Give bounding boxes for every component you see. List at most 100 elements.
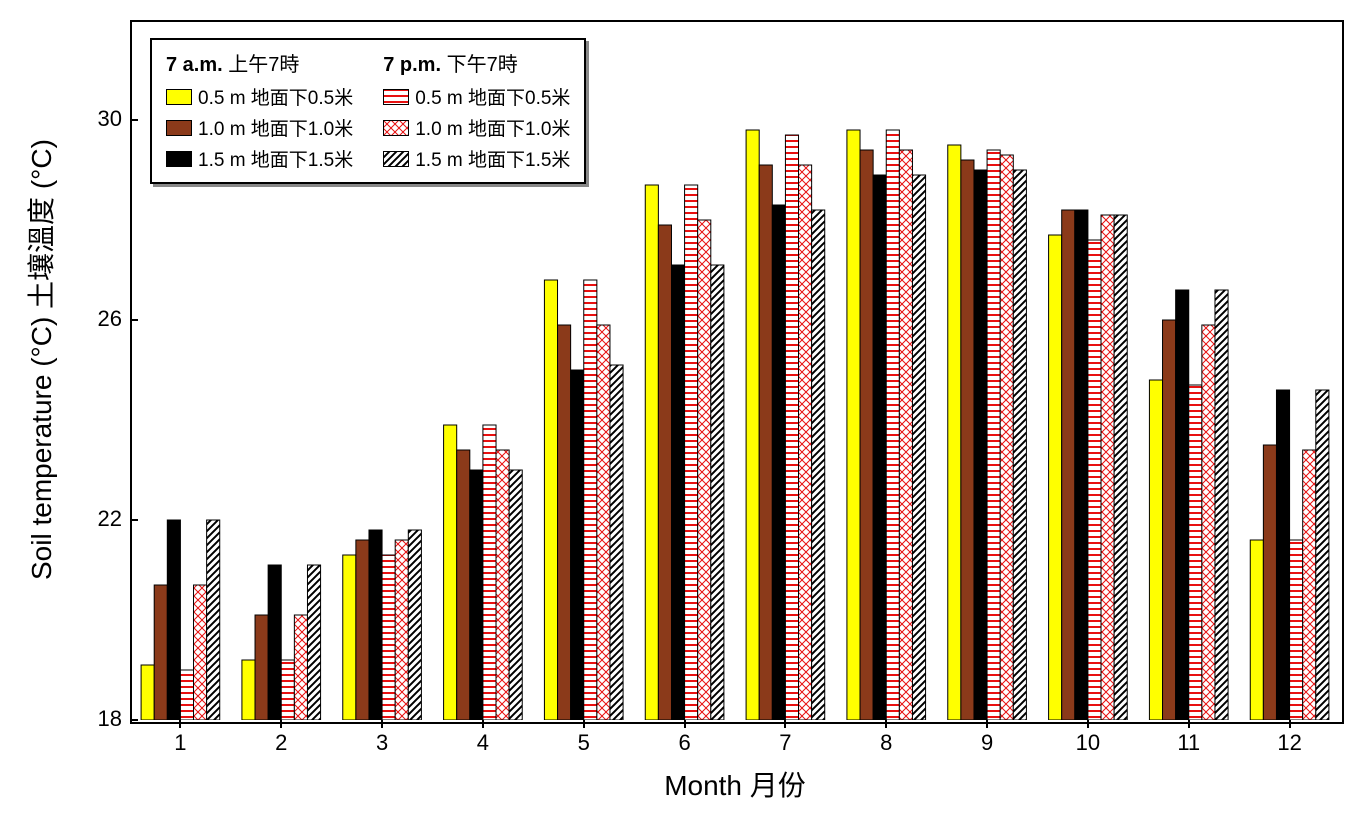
- legend-swatch: [166, 89, 192, 105]
- legend-swatch: [383, 120, 409, 136]
- bar: [1176, 290, 1189, 720]
- legend-item: 0.5 m 地面下0.5米: [166, 83, 353, 110]
- bar: [785, 135, 798, 720]
- y-tick-label: 30: [82, 106, 122, 132]
- x-tick: [1289, 720, 1291, 728]
- x-tick: [1188, 720, 1190, 728]
- y-tick: [130, 719, 138, 721]
- x-tick-label: 1: [160, 730, 200, 756]
- x-tick-label: 9: [967, 730, 1007, 756]
- bar: [294, 615, 307, 720]
- bar: [1189, 385, 1202, 720]
- bar: [255, 615, 268, 720]
- bar: [1290, 540, 1303, 720]
- bar: [912, 175, 925, 720]
- legend-swatch: [383, 151, 409, 167]
- x-tick-label: 3: [362, 730, 402, 756]
- legend-item: 1.0 m 地面下1.0米: [383, 114, 570, 141]
- x-tick-label: 6: [665, 730, 705, 756]
- bar: [685, 185, 698, 720]
- bar: [470, 470, 483, 720]
- bar: [860, 150, 873, 720]
- x-tick-label: 2: [261, 730, 301, 756]
- x-tick: [179, 720, 181, 728]
- x-tick-label: 12: [1270, 730, 1310, 756]
- y-tick-label: 18: [82, 706, 122, 732]
- bar: [408, 530, 421, 720]
- bar: [698, 220, 711, 720]
- legend-item: 1.0 m 地面下1.0米: [166, 114, 353, 141]
- legend-label: 1.0 m 地面下1.0米: [415, 114, 570, 141]
- bar: [1075, 210, 1088, 720]
- bar: [759, 165, 772, 720]
- bar: [1303, 450, 1316, 720]
- bar: [610, 365, 623, 720]
- x-tick: [583, 720, 585, 728]
- legend-label: 0.5 m 地面下0.5米: [415, 83, 570, 110]
- bar: [382, 555, 395, 720]
- bar: [711, 265, 724, 720]
- x-tick-label: 4: [463, 730, 503, 756]
- bar: [167, 520, 180, 720]
- legend-column: 7 p.m. 下午7時0.5 m 地面下0.5米1.0 m 地面下1.0米1.5…: [383, 48, 570, 172]
- bar: [1316, 390, 1329, 720]
- bar: [207, 520, 220, 720]
- x-tick-label: 7: [765, 730, 805, 756]
- bar: [444, 425, 457, 720]
- bar: [1049, 235, 1062, 720]
- y-tick-label: 22: [82, 506, 122, 532]
- x-tick: [381, 720, 383, 728]
- legend: 7 a.m. 上午7時0.5 m 地面下0.5米1.0 m 地面下1.0米1.5…: [150, 38, 586, 184]
- bar: [1114, 215, 1127, 720]
- legend-label: 0.5 m 地面下0.5米: [198, 83, 353, 110]
- bar: [899, 150, 912, 720]
- bar: [671, 265, 684, 720]
- x-axis-title: Month 月份: [615, 764, 855, 804]
- bar: [356, 540, 369, 720]
- legend-item: 0.5 m 地面下0.5米: [383, 83, 570, 110]
- x-tick: [784, 720, 786, 728]
- legend-swatch: [166, 120, 192, 136]
- bar: [1202, 325, 1215, 720]
- bar: [961, 160, 974, 720]
- bar: [1263, 445, 1276, 720]
- bar: [1276, 390, 1289, 720]
- bar: [1215, 290, 1228, 720]
- bar: [457, 450, 470, 720]
- bar: [154, 585, 167, 720]
- legend-label: 1.5 m 地面下1.5米: [198, 145, 353, 172]
- x-tick: [885, 720, 887, 728]
- chart-container: Soil temperature (°C) 土壤溫度 (°C) 18222630…: [0, 0, 1363, 828]
- legend-swatch: [166, 151, 192, 167]
- bar: [483, 425, 496, 720]
- bar: [658, 225, 671, 720]
- bar: [987, 150, 1000, 720]
- bar: [645, 185, 658, 720]
- bar: [1013, 170, 1026, 720]
- legend-item: 1.5 m 地面下1.5米: [383, 145, 570, 172]
- bar: [571, 370, 584, 720]
- bar: [281, 660, 294, 720]
- bar: [509, 470, 522, 720]
- x-tick-label: 8: [866, 730, 906, 756]
- bar: [1000, 155, 1013, 720]
- bar: [343, 555, 356, 720]
- bar: [194, 585, 207, 720]
- x-tick-label: 5: [564, 730, 604, 756]
- legend-item: 1.5 m 地面下1.5米: [166, 145, 353, 172]
- x-tick: [1087, 720, 1089, 728]
- bar: [544, 280, 557, 720]
- y-axis-title: Soil temperature (°C) 土壤溫度 (°C): [20, 180, 60, 580]
- legend-row: 7 a.m. 上午7時0.5 m 地面下0.5米1.0 m 地面下1.0米1.5…: [166, 48, 570, 172]
- bar: [180, 670, 193, 720]
- y-tick: [130, 119, 138, 121]
- x-tick: [986, 720, 988, 728]
- x-tick-label: 10: [1068, 730, 1108, 756]
- bar: [974, 170, 987, 720]
- y-tick: [130, 519, 138, 521]
- legend-label: 1.5 m 地面下1.5米: [415, 145, 570, 172]
- bar: [1062, 210, 1075, 720]
- x-tick-label: 11: [1169, 730, 1209, 756]
- bar: [558, 325, 571, 720]
- bar: [597, 325, 610, 720]
